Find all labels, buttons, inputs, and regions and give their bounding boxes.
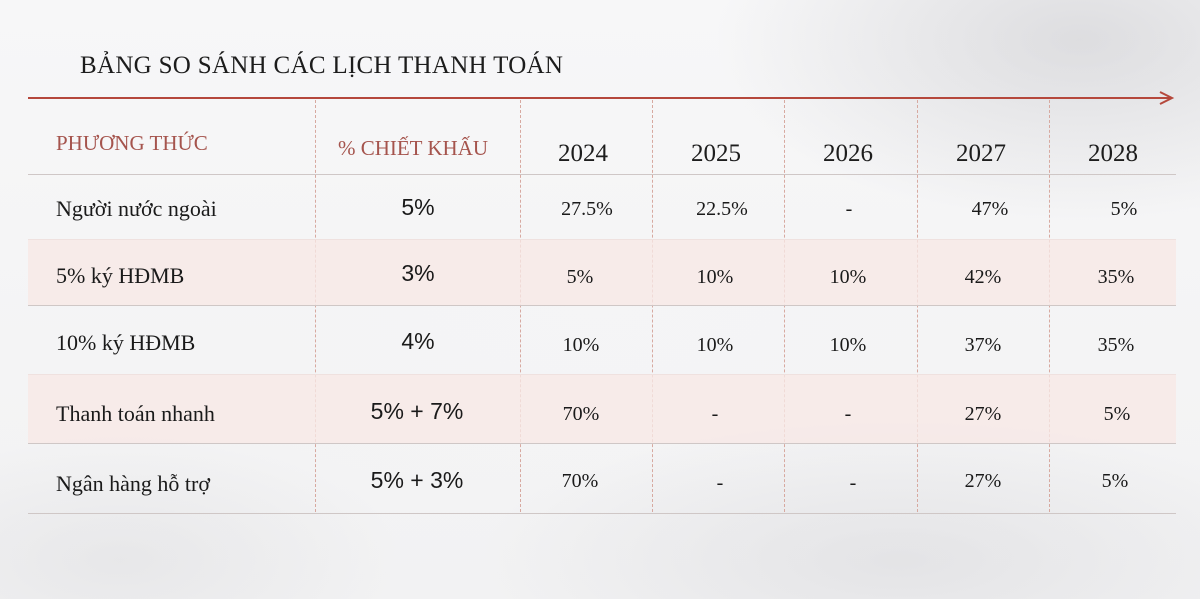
table-row xyxy=(28,443,1176,514)
row-value-2026: - xyxy=(845,198,853,220)
row-method-label: 5% ký HĐMB xyxy=(56,263,185,288)
header-year-2025: 2025 xyxy=(691,140,741,167)
row-method-label: 10% ký HĐMB xyxy=(56,330,196,355)
row-value-2026: - xyxy=(844,403,852,425)
row-value-2024: 5% xyxy=(566,266,594,288)
row-discount: 5% + 7% xyxy=(370,398,464,424)
row-value-2026: - xyxy=(849,472,857,494)
header-year-2024: 2024 xyxy=(558,140,608,167)
row-value-2025: - xyxy=(711,403,719,425)
row-value-2028: 5% xyxy=(1101,470,1129,492)
row-value-2025: 10% xyxy=(696,266,734,288)
table-row xyxy=(28,374,1176,444)
column-divider xyxy=(917,100,918,512)
page-title: BẢNG SO SÁNH CÁC LỊCH THANH TOÁN xyxy=(80,52,564,79)
row-value-2024: 10% xyxy=(562,334,600,356)
row-value-2025: 22.5% xyxy=(696,198,748,220)
row-value-2024: 70% xyxy=(562,403,600,425)
column-divider xyxy=(784,100,785,512)
row-discount: 5% xyxy=(401,194,435,220)
row-value-2025: 10% xyxy=(696,334,734,356)
table-header-row xyxy=(28,100,1176,175)
column-divider xyxy=(1049,100,1050,512)
row-discount: 3% xyxy=(401,260,435,286)
row-discount: 5% + 3% xyxy=(370,467,464,493)
header-method: PHƯƠNG THỨC xyxy=(56,131,208,155)
row-method-label: Ngân hàng hỗ trợ xyxy=(56,471,210,496)
timeline-arrow-icon xyxy=(28,91,1175,105)
row-value-2028: 35% xyxy=(1097,266,1135,288)
row-value-2027: 47% xyxy=(971,198,1009,220)
row-value-2024: 27.5% xyxy=(561,198,613,220)
column-divider xyxy=(652,100,653,512)
row-value-2027: 27% xyxy=(964,403,1002,425)
row-value-2027: 37% xyxy=(964,334,1002,356)
header-year-2026: 2026 xyxy=(823,140,873,167)
row-value-2027: 27% xyxy=(964,470,1002,492)
table-row xyxy=(28,239,1176,306)
header-year-2028: 2028 xyxy=(1088,140,1138,167)
row-value-2026: 10% xyxy=(829,334,867,356)
row-discount: 4% xyxy=(401,328,435,354)
header-year-2027: 2027 xyxy=(956,140,1006,167)
row-value-2026: 10% xyxy=(829,266,867,288)
row-value-2028: 35% xyxy=(1097,334,1135,356)
header-discount: % CHIẾT KHẤU xyxy=(337,136,489,160)
row-value-2027: 42% xyxy=(964,266,1002,288)
row-value-2025: - xyxy=(716,472,724,494)
row-value-2028: 5% xyxy=(1103,403,1131,425)
column-divider xyxy=(315,100,316,512)
row-method-label: Thanh toán nhanh xyxy=(56,401,215,426)
row-method-label: Người nước ngoài xyxy=(56,196,217,221)
table-row xyxy=(28,305,1176,375)
column-divider xyxy=(520,100,521,512)
row-value-2028: 5% xyxy=(1110,198,1138,220)
row-value-2024: 70% xyxy=(561,470,599,492)
